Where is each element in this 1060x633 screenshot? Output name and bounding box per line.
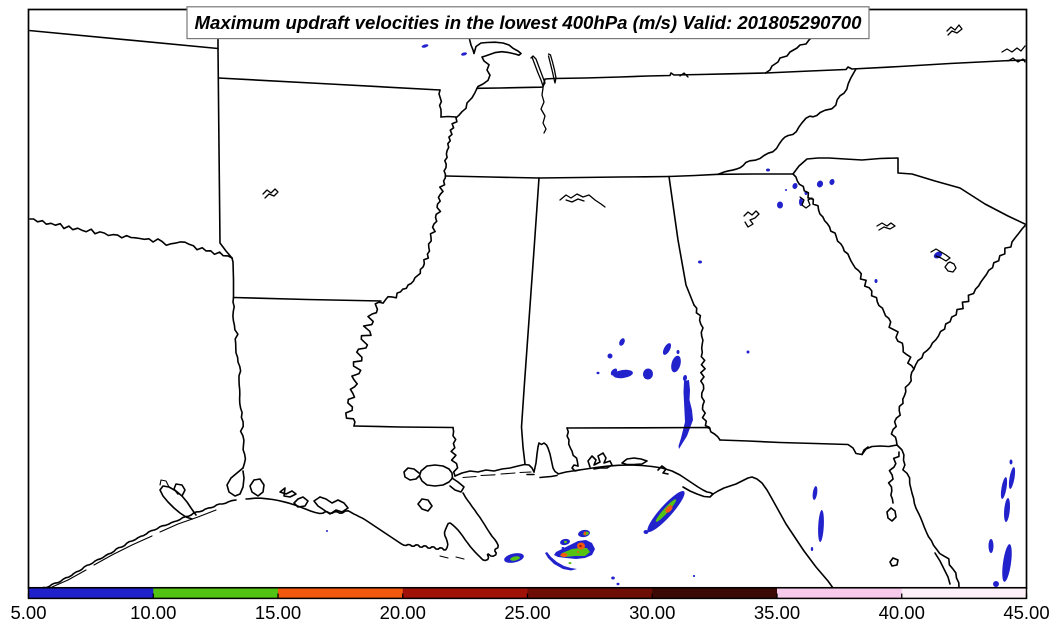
svg-text:5.00: 5.00 (10, 602, 46, 623)
svg-text:15.00: 15.00 (255, 602, 301, 623)
svg-text:40.00: 40.00 (879, 602, 925, 623)
svg-text:30.00: 30.00 (629, 602, 675, 623)
svg-text:45.00: 45.00 (1003, 602, 1049, 623)
svg-text:35.00: 35.00 (754, 602, 800, 623)
svg-text:Maximum updraft velocities in: Maximum updraft velocities in the lowest… (195, 12, 863, 33)
svg-text:10.00: 10.00 (130, 602, 176, 623)
svg-text:25.00: 25.00 (504, 602, 550, 623)
svg-text:20.00: 20.00 (380, 602, 426, 623)
